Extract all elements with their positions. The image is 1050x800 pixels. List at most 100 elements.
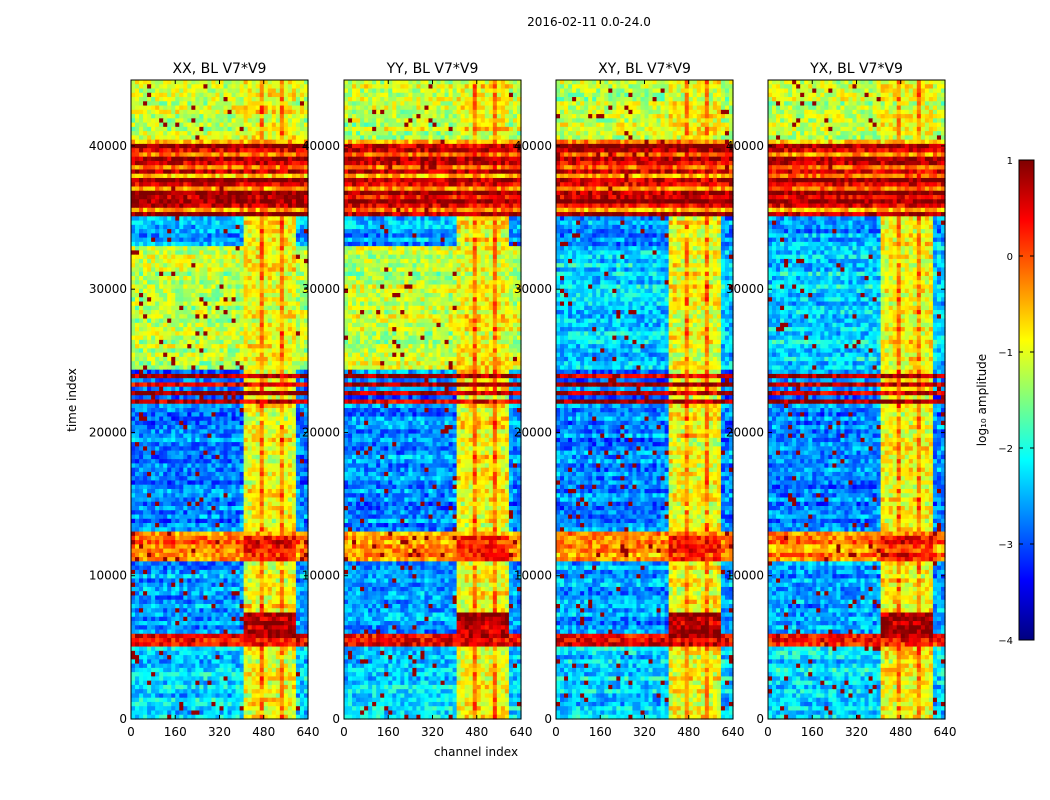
heatmap-cell: [303, 122, 309, 128]
heatmap-cell: [159, 101, 164, 107]
heatmap-cell: [279, 395, 285, 401]
heatmap-cell: [207, 531, 213, 537]
heatmap-cell: [247, 429, 253, 435]
heatmap-cell: [251, 165, 257, 171]
heatmap-cell: [279, 156, 285, 162]
heatmap-cell: [207, 160, 213, 166]
heatmap-cell: [131, 480, 136, 486]
heatmap-cell: [179, 169, 184, 175]
heatmap-cell: [275, 92, 281, 98]
heatmap-cell: [175, 288, 180, 294]
heatmap-cell: [267, 437, 273, 443]
heatmap-cell: [251, 540, 257, 545]
heatmap-cell: [207, 169, 213, 175]
heatmap-cell: [231, 450, 237, 456]
heatmap-cell: [227, 267, 233, 273]
heatmap-cell: [295, 237, 301, 243]
heatmap-cell: [211, 331, 217, 337]
heatmap-cell: [211, 288, 217, 294]
heatmap-cell: [135, 463, 140, 469]
heatmap-cell: [175, 331, 180, 337]
heatmap-cell: [143, 471, 148, 477]
heatmap-cell: [239, 356, 245, 362]
panels: XX, BL V7*V90 160 320 480 640010000200003000…: [89, 61, 957, 739]
heatmap-cell: [287, 523, 293, 528]
heatmap-cell: [255, 139, 261, 145]
heatmap-cell: [303, 126, 309, 132]
heatmap-cell: [155, 437, 160, 443]
heatmap-cell: [151, 160, 156, 166]
heatmap-cell: [247, 386, 253, 392]
heatmap-cell: [227, 408, 233, 413]
heatmap-cell: [207, 459, 213, 464]
heatmap-cell: [279, 378, 285, 384]
heatmap-cell: [219, 514, 225, 520]
heatmap-cell: [175, 195, 180, 200]
heatmap-cell: [155, 314, 160, 320]
heatmap-cell: [171, 288, 176, 294]
heatmap-cell: [243, 433, 249, 439]
heatmap-cell: [135, 480, 140, 486]
heatmap-cell: [159, 212, 164, 217]
heatmap-cell: [263, 548, 269, 554]
heatmap-cell: [275, 480, 281, 486]
heatmap-cell: [147, 182, 152, 188]
heatmap-cell: [151, 203, 156, 209]
heatmap-cell: [147, 220, 152, 226]
heatmap-cell: [259, 122, 265, 128]
heatmap-cell: [235, 471, 241, 477]
heatmap-cell: [303, 373, 309, 379]
heatmap-cell: [171, 484, 176, 490]
heatmap-cell: [199, 386, 205, 392]
heatmap-cell: [259, 373, 265, 379]
heatmap-cell: [163, 373, 168, 379]
heatmap-cell: [247, 173, 253, 179]
heatmap-cell: [171, 258, 176, 264]
heatmap-cell: [171, 390, 176, 396]
heatmap-cell: [291, 101, 297, 107]
heatmap-cell: [207, 523, 213, 528]
heatmap-cell: [259, 446, 265, 452]
heatmap-cell: [251, 182, 257, 188]
heatmap-cell: [231, 301, 237, 307]
heatmap-cell: [167, 182, 172, 188]
heatmap-cell: [175, 271, 180, 277]
heatmap-cell: [179, 386, 184, 392]
heatmap-cell: [151, 182, 156, 188]
heatmap-cell: [215, 186, 221, 192]
heatmap-cell: [283, 412, 289, 418]
heatmap-cell: [159, 275, 164, 281]
heatmap-cell: [259, 442, 265, 447]
heatmap-cell: [199, 369, 205, 375]
heatmap-cell: [195, 258, 200, 264]
heatmap-cell: [155, 442, 160, 447]
heatmap-cell: [247, 212, 253, 217]
heatmap-cell: [163, 284, 168, 290]
heatmap-cell: [159, 305, 164, 311]
heatmap-cell: [251, 233, 257, 239]
heatmap-cell: [303, 403, 309, 409]
heatmap-cell: [163, 101, 168, 107]
heatmap-cell: [159, 105, 164, 111]
heatmap-cell: [303, 433, 309, 439]
heatmap-cell: [223, 378, 229, 384]
heatmap-cell: [299, 446, 305, 452]
heatmap-cell: [251, 139, 257, 145]
heatmap-cell: [203, 378, 209, 384]
heatmap-cell: [179, 501, 184, 507]
heatmap-cell: [227, 518, 233, 524]
heatmap-cell: [251, 250, 257, 256]
heatmap-cell: [283, 114, 289, 119]
heatmap-cell: [183, 207, 188, 213]
heatmap-cell: [231, 420, 237, 426]
heatmap-cell: [235, 258, 241, 264]
heatmap-cell: [139, 246, 144, 251]
heatmap-cell: [151, 344, 156, 349]
heatmap-cell: [203, 552, 209, 558]
heatmap-cell: [163, 535, 168, 541]
heatmap-cell: [163, 552, 168, 558]
heatmap-cell: [135, 390, 140, 396]
heatmap-cell: [151, 131, 156, 136]
heatmap-cell: [143, 488, 148, 494]
heatmap-cell: [171, 386, 176, 392]
